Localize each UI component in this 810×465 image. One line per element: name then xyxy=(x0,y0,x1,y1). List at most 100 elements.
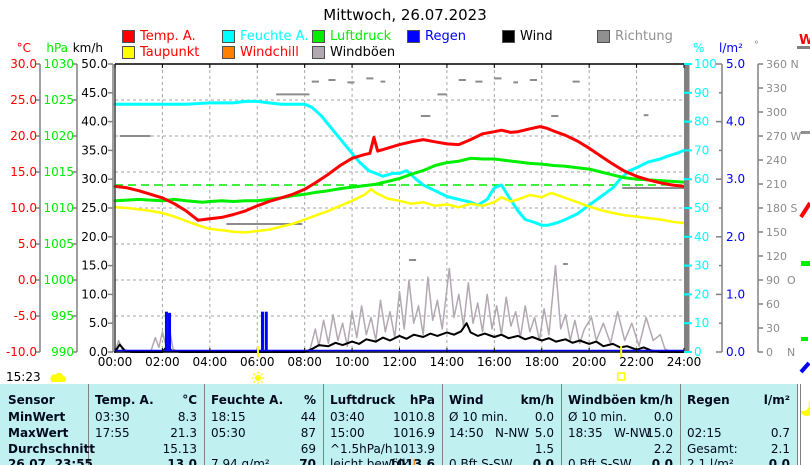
table-column-separator xyxy=(680,384,681,465)
axis-tick-label: 995 xyxy=(51,309,74,323)
rain-bar xyxy=(260,311,264,352)
legend-item-windb-en: Windböen xyxy=(312,45,395,60)
table-cell-value: 2.1 xyxy=(770,442,790,456)
table-cell-value: 44 xyxy=(300,410,316,424)
table-column-separator xyxy=(204,384,205,465)
series-line-taupunkt xyxy=(113,188,686,234)
legend-label: Richtung xyxy=(615,29,673,44)
table-cell-value: 1010.8 xyxy=(393,410,435,424)
legend-swatch xyxy=(312,46,325,59)
axis-tick-label: 3.0 xyxy=(726,172,745,186)
table-column-header: Windböen xyxy=(568,393,636,407)
axis-tick-label: 20.0 xyxy=(10,129,37,143)
axis-tick-label: 990 xyxy=(51,345,74,359)
axis-tick-label: 1025 xyxy=(43,93,74,107)
sunset-icon xyxy=(616,372,626,381)
table-column-unit: hPa xyxy=(409,393,435,407)
humidity-axis-unit: % xyxy=(693,41,704,55)
cutoff-mark xyxy=(799,361,810,374)
time-axis-label: 22:00 xyxy=(619,355,654,369)
table-cell-text: 14:50 N-NW xyxy=(449,426,530,440)
table-column-separator xyxy=(323,384,324,465)
table-cell-value: 0.7 xyxy=(770,426,790,440)
axis-tick-label: 1.0 xyxy=(726,287,745,301)
series-line-windb-en xyxy=(114,264,685,353)
axis-tick-label: 30.0 xyxy=(10,57,37,71)
axis-tick-label: 10.0 xyxy=(10,201,37,215)
legend-swatch xyxy=(407,30,420,43)
table-cell-text: 03:30 xyxy=(95,410,130,424)
table-cell-value: 0.0 xyxy=(653,410,673,424)
time-axis-label: 18:00 xyxy=(524,355,559,369)
table-column-header: Luftdruck xyxy=(330,393,396,407)
axis-tick-label: 180 S xyxy=(766,202,797,215)
axis-tick-label: 300 xyxy=(766,106,787,119)
axis-tick-label: 240 xyxy=(766,154,787,167)
axis-tick-label: 210 xyxy=(766,178,787,191)
legend-label: Luftdruck xyxy=(330,29,392,44)
axis-tick-label: 100 xyxy=(694,57,717,71)
axis-tick-label: 60 xyxy=(766,298,780,311)
page-title: Mittwoch, 26.07.2023 xyxy=(323,6,487,24)
legend-swatch xyxy=(312,30,325,43)
axis-tick-label: 20.0 xyxy=(81,230,108,244)
table-column-unit: km/h xyxy=(520,393,554,407)
direction-axis-unit: ° xyxy=(754,40,759,51)
table-cell-value: 1.5 xyxy=(534,442,554,456)
axis-tick-label: 1000 xyxy=(43,273,74,287)
cutoff-mark xyxy=(799,201,810,219)
table-row-label: Durchschnitt xyxy=(8,442,96,456)
time-axis-label: 12:00 xyxy=(382,355,417,369)
time-axis-label: 16:00 xyxy=(477,355,512,369)
table-cell-value: 13.0 xyxy=(167,457,197,465)
time-axis-label: 20:00 xyxy=(572,355,607,369)
table-row-label: Sensor xyxy=(8,393,55,407)
axis-tick-label: 330 xyxy=(766,82,787,95)
legend-swatch xyxy=(222,30,235,43)
table-cell-text: 02:15 xyxy=(687,426,722,440)
legend-swatch xyxy=(597,30,610,43)
time-axis-label: 10:00 xyxy=(335,355,370,369)
axis-tick-label: -5.0 xyxy=(14,309,37,323)
table-column-separator xyxy=(800,384,801,465)
table-cell-value: 8.3 xyxy=(177,410,197,424)
table-cell-value: 0.0 xyxy=(532,457,554,465)
axis-tick-label: 0.0 xyxy=(726,345,745,359)
axis-tick-label: 10 xyxy=(694,316,709,330)
axis-tick-label: 5.0 xyxy=(89,316,108,330)
legend-item-luftdruck: Luftdruck xyxy=(312,29,391,44)
series-line-wind xyxy=(114,322,685,353)
table-column-unit: °C xyxy=(182,393,197,407)
legend-label: Taupunkt xyxy=(140,45,200,60)
axis-tick-label: 30 xyxy=(766,322,780,335)
axis-tick-label: 4.0 xyxy=(726,115,745,129)
cutoff-mark xyxy=(801,337,808,341)
cutoff-mark xyxy=(801,131,810,134)
table-column-separator xyxy=(797,384,798,465)
time-axis-label: 02:00 xyxy=(145,355,180,369)
generated-time: 15:23 xyxy=(6,370,41,384)
sunrise-icon xyxy=(251,371,265,385)
legend-swatch xyxy=(122,46,135,59)
axis-tick-label: 0.0 xyxy=(89,345,108,359)
wind-axis-unit: km/h xyxy=(73,41,103,55)
table-cell-value: 15.13 xyxy=(162,442,197,456)
time-axis-label: 06:00 xyxy=(240,355,275,369)
axis-tick-label: 20 xyxy=(694,287,709,301)
table-cell-value: 21.3 xyxy=(170,426,197,440)
axis-tick-label: 30 xyxy=(694,259,709,273)
axis-tick-label: 5.0 xyxy=(18,237,37,251)
axis-tick-label: 1015 xyxy=(43,165,74,179)
legend-label: Regen xyxy=(425,29,466,44)
table-cell-value: 15.0 xyxy=(646,426,673,440)
axis-tick-label: 90 O xyxy=(766,274,796,287)
axis-tick-label: 40.0 xyxy=(81,115,108,129)
series-line-luftdruck xyxy=(113,156,686,204)
series-line-temp-a- xyxy=(113,125,686,222)
axis-tick-label: 360 N xyxy=(766,58,799,71)
legend-swatch xyxy=(502,30,515,43)
table-cell-value: 0.0 xyxy=(651,457,673,465)
axis-tick-label: 2.0 xyxy=(726,230,745,244)
legend-item-taupunkt: Taupunkt xyxy=(122,45,199,60)
